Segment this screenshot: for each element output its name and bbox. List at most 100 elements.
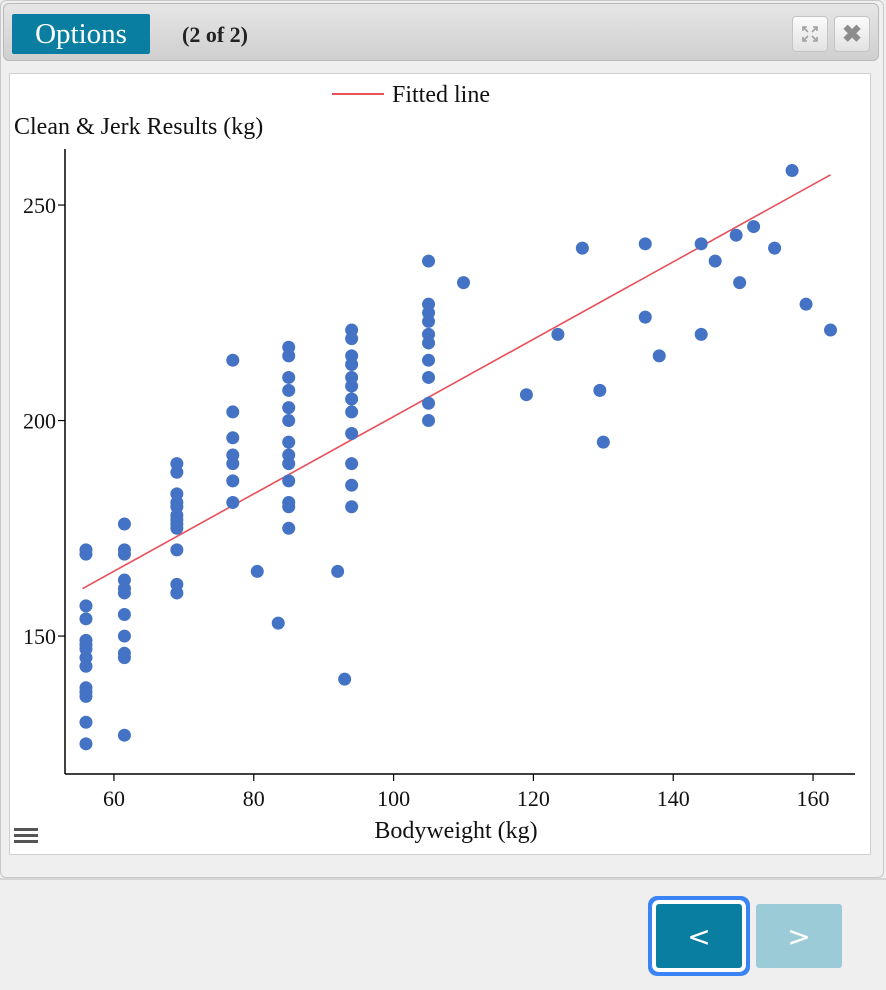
data-point [422,254,436,268]
data-point [282,521,296,535]
data-point [345,500,359,514]
data-point [338,672,352,686]
data-point [117,517,131,531]
x-tick-label: 140 [657,786,690,811]
data-point [117,728,131,742]
data-point [250,564,264,578]
chart-area: Fitted line Clean & Jerk Results (kg) Bo… [9,73,871,855]
data-point [282,435,296,449]
axes: 60 80 100 120 140 160 150 200 250 [23,149,855,811]
data-point [282,370,296,384]
data-point [226,457,240,471]
next-button[interactable]: > [756,904,842,968]
data-point [170,586,184,600]
data-point [456,276,470,290]
data-point [226,405,240,419]
chart-legend: Fitted line [332,82,490,108]
data-point [596,435,610,449]
data-point [117,629,131,643]
page-counter: (2 of 2) [182,22,248,47]
x-tick-label: 80 [243,786,265,811]
close-button[interactable]: ✖ [834,16,870,52]
data-point [226,495,240,509]
data-point [226,431,240,445]
data-point [575,241,589,255]
scatter-chart: Fitted line Clean & Jerk Results (kg) Bo… [14,82,855,844]
data-point [282,474,296,488]
data-point [79,689,93,703]
fitted-line [82,174,831,590]
y-tick-label: 150 [23,624,56,649]
data-point [422,353,436,367]
data-point [593,383,607,397]
data-point [694,237,708,251]
data-point [345,379,359,393]
data-point [638,310,652,324]
data-point [694,327,708,341]
x-axis-title: Bodyweight (kg) [374,818,537,844]
data-point [638,237,652,251]
data-point [79,659,93,673]
data-point [117,651,131,665]
legend-label-fitted-line: Fitted line [392,82,490,108]
data-point [519,388,533,402]
data-point [226,353,240,367]
data-point [282,500,296,514]
data-point [170,521,184,535]
data-point [282,349,296,363]
data-point [331,564,345,578]
data-point [117,547,131,561]
data-point [551,327,565,341]
data-point [345,358,359,372]
data-point [170,465,184,479]
y-tick-label: 200 [23,409,56,434]
data-point [282,401,296,415]
x-tick-label: 60 [103,786,125,811]
expand-icon [802,26,818,42]
panel-header: Options (2 of 2) ✖ [3,3,879,61]
data-point [345,405,359,419]
data-point [824,323,838,337]
y-tick-label: 250 [23,193,56,218]
data-point [768,241,782,255]
previous-button[interactable]: < [656,904,742,968]
data-point [345,332,359,346]
data-point [271,616,285,630]
footer-divider [0,878,886,880]
data-point [652,349,666,363]
data-point [282,457,296,471]
data-point [345,478,359,492]
expand-button[interactable] [792,16,828,52]
points-layer [79,164,838,751]
data-point [79,715,93,729]
data-point [226,474,240,488]
data-point [422,396,436,410]
x-tick-label: 100 [377,786,410,811]
data-point [170,543,184,557]
chart-panel: Options (2 of 2) ✖ Fitted line Clean & J… [0,0,884,878]
data-point [799,297,813,311]
data-point [79,599,93,613]
data-point [422,370,436,384]
data-point [422,414,436,428]
data-point [422,336,436,350]
data-point [79,547,93,561]
fitted-line-layer [82,174,831,590]
data-point [733,276,747,290]
data-point [785,164,799,178]
data-point [345,457,359,471]
chart-menu-icon[interactable] [14,828,38,846]
data-point [79,737,93,751]
data-point [282,414,296,428]
close-icon: ✖ [841,20,863,48]
data-point [117,586,131,600]
data-point [117,608,131,622]
data-point [747,220,761,234]
data-point [282,383,296,397]
options-button[interactable]: Options [12,14,150,54]
data-point [708,254,722,268]
data-point [79,612,93,626]
data-point [729,228,743,242]
x-tick-label: 120 [517,786,550,811]
y-axis-title: Clean & Jerk Results (kg) [14,114,263,140]
